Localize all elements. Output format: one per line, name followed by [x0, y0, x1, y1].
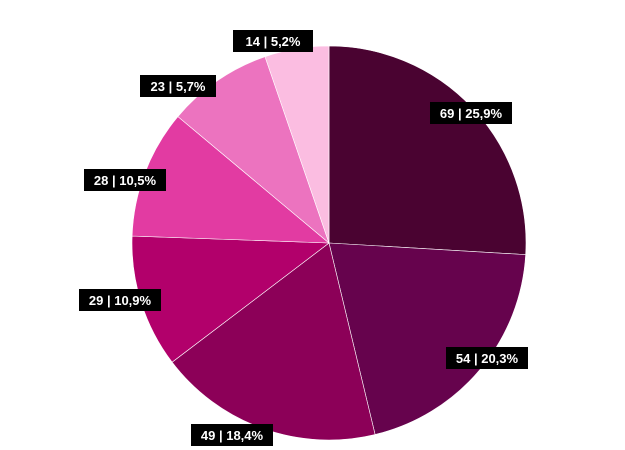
slice-label-bg-1	[446, 347, 528, 369]
slice-label-bg-3	[79, 289, 161, 311]
slice-label-text-2: 49 | 18,4%	[201, 428, 264, 443]
slice-label-text-4: 28 | 10,5%	[94, 173, 157, 188]
slice-label-bg-4	[84, 169, 166, 191]
slice-label-text-0: 69 | 25,9%	[440, 106, 503, 121]
slice-label-text-3: 29 | 10,9%	[89, 293, 152, 308]
pie-labels: 69 | 25,9% 54 | 20,3% 49 | 18,4% 29 | 10…	[79, 30, 528, 446]
slice-label-1: 54 | 20,3%	[446, 347, 528, 369]
slice-label-bg-2	[191, 424, 273, 446]
slice-label-text-1: 54 | 20,3%	[456, 351, 519, 366]
slice-label-3: 29 | 10,9%	[79, 289, 161, 311]
pie-slice-0	[328, 45, 527, 255]
slice-label-5: 23 | 5,7%	[140, 75, 216, 97]
slice-label-bg-5	[140, 75, 216, 97]
slice-label-0: 69 | 25,9%	[430, 102, 512, 124]
pie-slices	[131, 45, 527, 441]
slice-label-bg-6	[233, 30, 313, 52]
slice-label-2: 49 | 18,4%	[191, 424, 273, 446]
pie-slice-5	[177, 56, 330, 244]
slice-label-bg-0	[430, 102, 512, 124]
pie-slice-1	[328, 242, 526, 435]
slice-label-text-5: 23 | 5,7%	[151, 79, 206, 94]
slice-label-6: 14 | 5,2%	[233, 30, 313, 52]
slice-label-4: 28 | 10,5%	[84, 169, 166, 191]
slice-label-text-6: 14 | 5,2%	[246, 34, 301, 49]
